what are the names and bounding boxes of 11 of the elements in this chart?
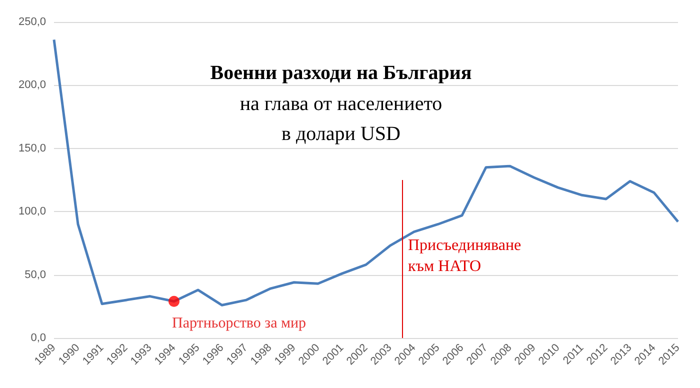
line-series xyxy=(52,38,680,307)
text: на глава от населението в долари USD xyxy=(240,93,442,145)
y-tick-label: 250,0 xyxy=(18,16,46,28)
annotation: Партньорство за мир xyxy=(172,315,306,332)
ref-line-label: Присъединяване към НАТО xyxy=(408,237,522,275)
y-tick-label: 0,0 xyxy=(30,332,46,344)
y-tick-label: 200,0 xyxy=(18,79,46,92)
y-tick-label: 150,0 xyxy=(18,142,46,154)
text: Военни разходи на България xyxy=(210,62,472,84)
y-tick-label: 50,0 xyxy=(24,268,46,281)
y-tick-label: 100,0 xyxy=(18,206,46,218)
